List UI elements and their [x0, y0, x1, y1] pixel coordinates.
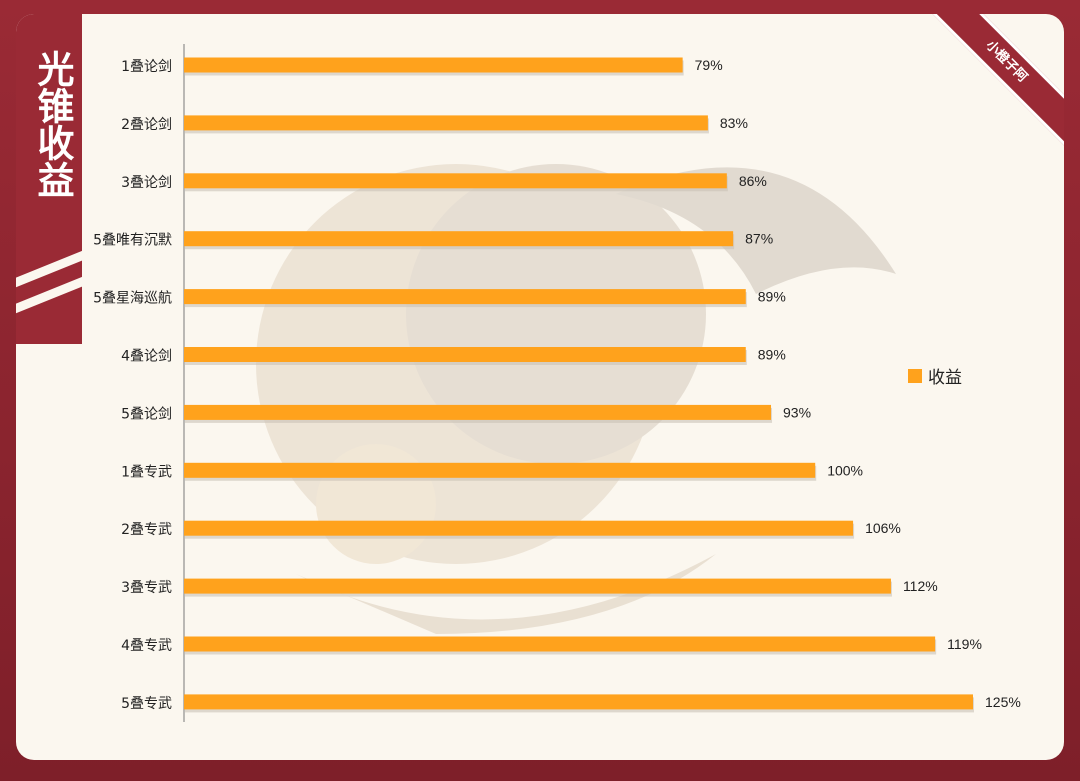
bar-1: [184, 57, 683, 73]
category-label: 5叠星海巡航: [93, 291, 172, 307]
category-label: 4叠论剑: [121, 349, 172, 365]
data-label: 119%: [947, 636, 982, 652]
category-label: 4叠专武: [121, 638, 172, 654]
bar-11: [184, 636, 936, 652]
bar-2: [184, 115, 708, 131]
bar-10: [184, 578, 891, 594]
data-label: 86%: [739, 173, 767, 189]
data-label: 89%: [758, 289, 786, 305]
data-label: 87%: [745, 231, 773, 247]
category-label: 3叠专武: [121, 580, 172, 596]
legend-swatch: [908, 368, 922, 383]
bar-6: [184, 347, 746, 362]
data-label: 112%: [903, 578, 938, 594]
bar-3: [184, 173, 727, 189]
data-label: 79%: [695, 57, 723, 73]
data-label: 83%: [720, 115, 748, 131]
category-label: 1叠专武: [121, 464, 172, 480]
category-label: 5叠论剑: [121, 406, 172, 422]
category-label: 2叠论剑: [121, 117, 172, 133]
category-label: 5叠专武: [121, 696, 172, 712]
legend: 收益: [908, 363, 962, 388]
data-label: 100%: [827, 462, 863, 478]
data-label: 106%: [865, 520, 901, 536]
data-label: 125%: [985, 694, 1021, 710]
bar-12: [184, 694, 973, 710]
bar-8: [184, 462, 816, 478]
category-label: 2叠专武: [121, 522, 172, 538]
legend-label: 收益: [928, 368, 962, 388]
bar-7: [184, 404, 772, 420]
bar-9: [184, 520, 854, 536]
category-label: 1叠论剑: [121, 59, 172, 75]
category-label: 3叠论剑: [121, 175, 172, 191]
data-label: 89%: [758, 347, 786, 363]
page-title: 光锥收益: [31, 50, 75, 198]
bar-4: [184, 231, 734, 247]
category-label: 5叠唯有沉默: [93, 233, 172, 249]
bar-5: [184, 289, 746, 305]
data-label: 93%: [783, 404, 811, 420]
